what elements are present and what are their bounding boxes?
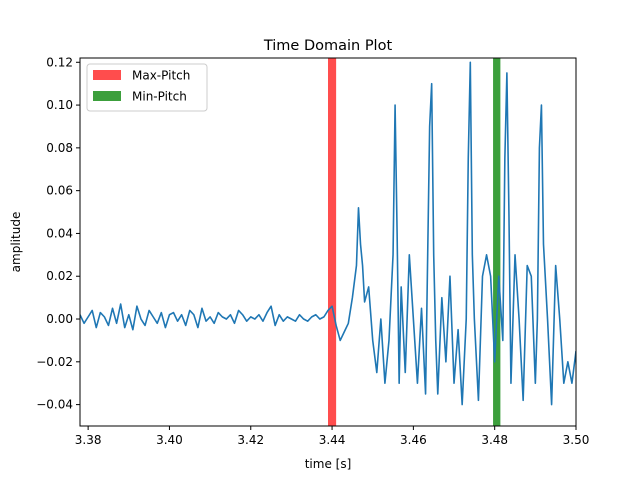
x-tick-label: 3.50 — [563, 433, 590, 447]
y-axis: −0.04 −0.02 0.00 0.02 0.04 0.06 0.08 0.10 0.12 — [36, 55, 80, 412]
legend-label: Max-Pitch — [132, 69, 190, 83]
x-axis-label: time [s] — [305, 457, 352, 471]
plot-area — [80, 58, 576, 426]
y-tick-label: 0.12 — [46, 55, 73, 69]
x-tick-label: 3.46 — [400, 433, 427, 447]
y-axis-label: amplitude — [9, 212, 23, 273]
legend: Max-Pitch Min-Pitch — [86, 63, 208, 112]
y-tick-label: 0.08 — [46, 141, 73, 155]
y-tick-label: 0.10 — [46, 98, 73, 112]
x-tick-label: 3.38 — [75, 433, 102, 447]
y-tick-label: 0.04 — [46, 226, 73, 240]
x-tick-label: 3.48 — [481, 433, 508, 447]
x-axis: 3.38 3.40 3.42 3.44 3.46 3.48 3.50 — [75, 426, 590, 447]
band-max-pitch — [328, 58, 337, 426]
x-tick-label: 3.42 — [237, 433, 264, 447]
signal-line — [80, 61, 576, 406]
band-min-pitch — [493, 58, 501, 426]
axes-frame — [79, 57, 577, 427]
legend-swatch — [93, 91, 121, 101]
x-tick-label: 3.40 — [156, 433, 183, 447]
x-tick-label: 3.44 — [319, 433, 346, 447]
legend-swatch — [93, 70, 121, 80]
y-tick-label: 0.02 — [46, 269, 73, 283]
y-tick-label: −0.02 — [36, 355, 73, 369]
chart-title: Time Domain Plot — [263, 38, 393, 54]
y-tick-label: −0.04 — [36, 398, 73, 412]
legend-label: Min-Pitch — [132, 90, 187, 104]
y-tick-label: 0.00 — [46, 312, 73, 326]
y-tick-label: 0.06 — [46, 184, 73, 198]
